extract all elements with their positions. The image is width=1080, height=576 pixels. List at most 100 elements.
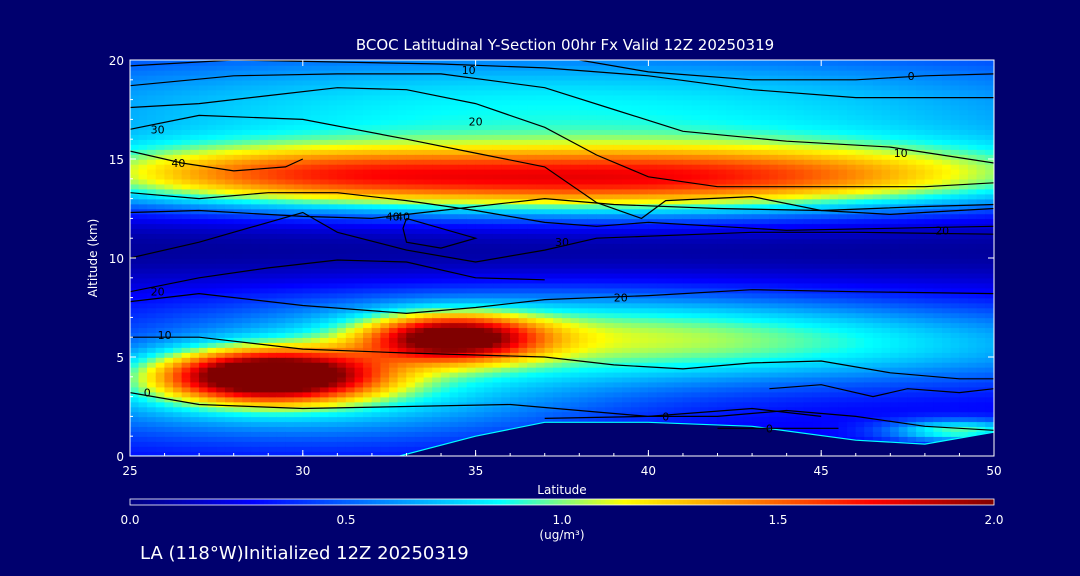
heatmap-cell [173,287,183,294]
heatmap-cell [285,153,295,160]
heatmap-cell [389,173,399,180]
heatmap-cell [440,119,451,126]
heatmap-cell [553,203,563,210]
heatmap-cell [224,371,235,378]
heatmap-cell [164,307,174,314]
heatmap-cell [164,213,174,220]
heatmap-cell [423,341,434,348]
heatmap-cell [259,391,269,398]
heatmap-cell [198,94,209,101]
heatmap-cell [319,262,330,269]
heatmap-cell [147,242,157,249]
heatmap-cell [380,74,390,81]
heatmap-cell [207,79,218,86]
heatmap-cell [276,198,287,205]
heatmap-cell [518,317,529,324]
heatmap-cell [259,312,269,319]
heatmap-cell [285,84,295,91]
heatmap-cell [484,183,494,190]
heatmap-cell [656,337,667,343]
heatmap-cell [259,436,269,442]
heatmap-cell [363,223,373,230]
heatmap-cell [328,64,339,71]
heatmap-cell [328,158,339,165]
heatmap-cell [276,292,287,299]
heatmap-cell [605,337,615,343]
heatmap-cell [501,124,511,131]
heatmap-cell [328,312,339,319]
heatmap-cell [613,386,624,393]
heatmap-cell [294,436,304,442]
heatmap-cell [579,218,589,225]
heatmap-cell [639,356,650,363]
heatmap-cell [242,356,252,363]
heatmap-cell [354,74,365,81]
heatmap-cell [466,406,477,413]
heatmap-cell [630,247,641,254]
heatmap-cell [630,337,641,343]
heatmap-cell [648,242,658,249]
heatmap-cell [458,198,468,205]
heatmap-cell [501,351,511,358]
heatmap-cell [233,287,244,294]
heatmap-cell [406,277,416,284]
heatmap-cell [622,173,632,180]
heatmap-cell [337,361,347,368]
heatmap-cell [501,341,511,348]
heatmap-cell [371,99,382,106]
heatmap-cell [570,218,581,225]
chart-title: BCOC Latitudinal Y-Section 00hr Fx Valid… [356,36,774,54]
heatmap-cell [389,188,399,195]
heatmap-cell [561,228,572,235]
heatmap-cell [561,317,572,324]
heatmap-cell [345,346,356,353]
heatmap-cell [207,396,218,403]
heatmap-cell [630,60,641,66]
heatmap-cell [561,173,572,180]
heatmap-cell [198,356,209,363]
heatmap-cell [319,208,330,215]
heatmap-cell [397,356,408,363]
heatmap-cell [138,356,149,363]
heatmap-cell [527,391,537,398]
heatmap-cell [492,327,503,333]
heatmap-cell [440,173,451,180]
heatmap-cell [190,381,200,388]
heatmap-cell [224,391,235,398]
heatmap-cell [656,223,667,230]
heatmap-cell [596,376,606,383]
heatmap-cell [354,99,365,106]
heatmap-cell [242,257,252,264]
heatmap-cell [259,346,269,353]
heatmap-cell [319,376,330,383]
heatmap-cell [579,257,589,264]
heatmap-cell [380,252,390,259]
heatmap-cell [484,376,494,383]
heatmap-cell [294,440,304,447]
heatmap-cell [440,188,451,195]
heatmap-cell [622,84,632,91]
heatmap-cell [138,346,149,353]
heatmap-cell [423,213,434,220]
heatmap-cell [190,346,200,353]
heatmap-cell [406,391,416,398]
heatmap-cell [639,351,650,358]
heatmap-cell [173,381,183,388]
heatmap-cell [328,99,339,106]
heatmap-cell [553,79,563,86]
heatmap-cell [656,302,667,309]
heatmap-cell [216,223,226,230]
heatmap-cell [242,153,252,160]
heatmap-cell [337,292,347,299]
heatmap-cell [622,282,632,289]
heatmap-cell [207,198,218,205]
heatmap-cell [190,183,200,190]
heatmap-cell [449,396,460,403]
heatmap-cell [630,238,641,244]
heatmap-cell [406,416,416,423]
heatmap-cell [259,124,269,131]
heatmap-cell [449,183,460,190]
heatmap-cell [173,89,183,96]
heatmap-cell [259,233,269,239]
heatmap-cell [198,262,209,269]
